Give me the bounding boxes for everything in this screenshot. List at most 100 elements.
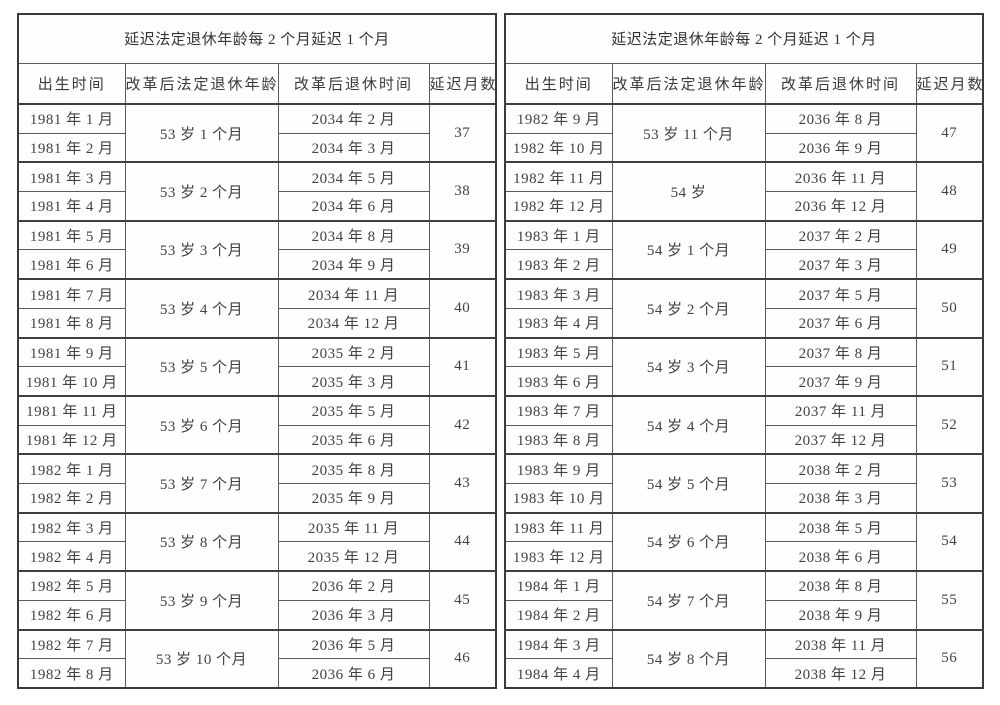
- birth-cell: 1984 年 4 月: [504, 658, 613, 689]
- age-cell: 54 岁 4 个月: [611, 395, 766, 455]
- delay-cell: 43: [428, 453, 497, 514]
- birth-cell: 1981 年 6 月: [17, 249, 126, 280]
- table-row: 1983 年 1 月 54 岁 1 个月 2037 年 2 月 49: [504, 220, 984, 280]
- delay-cell: 38: [428, 161, 497, 222]
- retirement-cell: 2035 年 6 月: [277, 424, 430, 455]
- table-row: 1983 年 10 月 2038 年 3 月: [504, 483, 983, 514]
- column-header-retirement: 改革后退休时间: [277, 62, 430, 105]
- table-title-row: 延迟法定退休年龄每 2 个月延迟 1 个月: [17, 13, 497, 64]
- row-group: 1983 年 9 月 54 岁 5 个月 2038 年 2 月 53 1983 年 10…: [504, 453, 984, 514]
- table-row: 1982 年 12 月 2036 年 12 月: [504, 191, 983, 222]
- retirement-cell: 2038 年 2 月: [764, 453, 917, 485]
- table-row: 1981 年 6 月 2034 年 9 月: [17, 249, 496, 280]
- age-cell: 54 岁 8 个月: [611, 629, 766, 689]
- age-cell: 53 岁 4 个月: [124, 278, 279, 339]
- retirement-cell: 2037 年 9 月: [764, 366, 917, 397]
- delay-cell: 39: [428, 220, 497, 280]
- age-cell: 54 岁 7 个月: [611, 570, 766, 631]
- table-row: 1982 年 3 月 53 岁 8 个月 2035 年 11 月 44: [17, 512, 497, 572]
- age-cell: 53 岁 3 个月: [124, 220, 279, 280]
- birth-cell: 1984 年 3 月: [504, 629, 613, 660]
- retirement-cell: 2036 年 6 月: [277, 658, 430, 689]
- table-title: 延迟法定退休年龄每 2 个月延迟 1 个月: [504, 13, 984, 64]
- birth-cell: 1983 年 10 月: [504, 483, 613, 514]
- birth-cell: 1983 年 9 月: [504, 453, 613, 485]
- table-row: 1983 年 5 月 54 岁 3 个月 2037 年 8 月 51: [504, 337, 984, 397]
- birth-cell: 1984 年 2 月: [504, 599, 613, 631]
- age-cell: 53 岁 7 个月: [124, 453, 279, 514]
- column-header-age: 改革后法定退休年龄: [124, 62, 279, 105]
- delay-cell: 46: [428, 629, 497, 689]
- age-cell: 53 岁 2 个月: [124, 161, 279, 222]
- row-group: 1984 年 3 月 54 岁 8 个月 2038 年 11 月 56 1984 年 4…: [504, 629, 984, 689]
- table-row: 1982 年 10 月 2036 年 9 月: [504, 132, 983, 163]
- birth-cell: 1982 年 4 月: [17, 541, 126, 572]
- retirement-cell: 2035 年 3 月: [277, 366, 430, 397]
- birth-cell: 1983 年 1 月: [504, 220, 613, 251]
- birth-cell: 1981 年 12 月: [17, 424, 126, 455]
- delay-cell: 54: [915, 512, 984, 572]
- table-row: 1981 年 7 月 53 岁 4 个月 2034 年 11 月 40: [17, 278, 497, 339]
- delay-cell: 53: [915, 453, 984, 514]
- table-header-row: 出生时间 改革后法定退休年龄 改革后退休时间 延迟月数: [504, 62, 984, 105]
- birth-cell: 1981 年 11 月: [17, 395, 126, 426]
- table-row: 1983 年 9 月 54 岁 5 个月 2038 年 2 月 53: [504, 453, 984, 514]
- table-row: 1982 年 5 月 53 岁 9 个月 2036 年 2 月 45: [17, 570, 497, 631]
- column-header-birth: 出生时间: [504, 62, 613, 105]
- retirement-cell: 2037 年 5 月: [764, 278, 917, 309]
- age-cell: 53 岁 1 个月: [124, 103, 279, 163]
- retirement-cell: 2036 年 12 月: [764, 191, 917, 222]
- birth-cell: 1982 年 7 月: [17, 629, 126, 660]
- birth-cell: 1982 年 6 月: [17, 599, 126, 631]
- table-row: 1983 年 12 月 2038 年 6 月: [504, 541, 983, 572]
- age-cell: 53 岁 5 个月: [124, 337, 279, 397]
- birth-cell: 1983 年 12 月: [504, 541, 613, 572]
- table-title-row: 延迟法定退休年龄每 2 个月延迟 1 个月: [504, 13, 984, 64]
- delay-cell: 45: [428, 570, 497, 631]
- row-group: 1983 年 7 月 54 岁 4 个月 2037 年 11 月 52 1983 年 8…: [504, 395, 984, 455]
- column-header-retirement: 改革后退休时间: [764, 62, 917, 105]
- row-group: 1982 年 7 月 53 岁 10 个月 2036 年 5 月 46 1982 年 8…: [17, 629, 497, 689]
- birth-cell: 1983 年 5 月: [504, 337, 613, 368]
- row-group: 1981 年 9 月 53 岁 5 个月 2035 年 2 月 41 1981 年 10…: [17, 337, 497, 397]
- retirement-cell: 2034 年 2 月: [277, 103, 430, 134]
- table-row: 1981 年 12 月 2035 年 6 月: [17, 424, 496, 455]
- retirement-cell: 2036 年 9 月: [764, 132, 917, 163]
- table-row: 1982 年 9 月 53 岁 11 个月 2036 年 8 月 47: [504, 103, 984, 163]
- row-group: 1982 年 3 月 53 岁 8 个月 2035 年 11 月 44 1982 年 4…: [17, 512, 497, 572]
- birth-cell: 1982 年 11 月: [504, 161, 613, 193]
- table-row: 1981 年 1 月 53 岁 1 个月 2034 年 2 月 37: [17, 103, 497, 163]
- retirement-cell: 2038 年 6 月: [764, 541, 917, 572]
- age-cell: 54 岁: [611, 161, 766, 222]
- table-row: 1984 年 3 月 54 岁 8 个月 2038 年 11 月 56: [504, 629, 984, 689]
- birth-cell: 1983 年 6 月: [504, 366, 613, 397]
- birth-cell: 1982 年 5 月: [17, 570, 126, 601]
- retirement-cell: 2037 年 2 月: [764, 220, 917, 251]
- table-row: 1984 年 1 月 54 岁 7 个月 2038 年 8 月 55: [504, 570, 984, 631]
- retirement-cell: 2035 年 9 月: [277, 483, 430, 514]
- delay-cell: 42: [428, 395, 497, 455]
- age-cell: 53 岁 8 个月: [124, 512, 279, 572]
- birth-cell: 1983 年 7 月: [504, 395, 613, 426]
- row-group: 1984 年 1 月 54 岁 7 个月 2038 年 8 月 55 1984 年 2 …: [504, 570, 984, 631]
- retirement-cell: 2036 年 11 月: [764, 161, 917, 193]
- row-group: 1981 年 1 月 53 岁 1 个月 2034 年 2 月 37 1981 年 2 …: [17, 103, 497, 163]
- birth-cell: 1982 年 12 月: [504, 191, 613, 222]
- table-row: 1981 年 3 月 53 岁 2 个月 2034 年 5 月 38: [17, 161, 497, 222]
- retirement-cell: 2038 年 12 月: [764, 658, 917, 689]
- retirement-cell: 2037 年 12 月: [764, 424, 917, 455]
- birth-cell: 1981 年 8 月: [17, 307, 126, 339]
- retirement-cell: 2037 年 6 月: [764, 307, 917, 339]
- row-group: 1983 年 3 月 54 岁 2 个月 2037 年 5 月 50 1983 年 4 …: [504, 278, 984, 339]
- retirement-cell: 2034 年 8 月: [277, 220, 430, 251]
- row-group: 1982 年 9 月 53 岁 11 个月 2036 年 8 月 47 1982 年 1…: [504, 103, 984, 163]
- retirement-cell: 2038 年 8 月: [764, 570, 917, 601]
- retirement-table-right: 延迟法定退休年龄每 2 个月延迟 1 个月 出生时间 改革后法定退休年龄 改革后…: [504, 13, 985, 689]
- table-row: 1983 年 4 月 2037 年 6 月: [504, 307, 983, 339]
- table-row: 1983 年 3 月 54 岁 2 个月 2037 年 5 月 50: [504, 278, 984, 339]
- row-group: 1983 年 1 月 54 岁 1 个月 2037 年 2 月 49 1983 年 2 …: [504, 220, 984, 280]
- birth-cell: 1981 年 10 月: [17, 366, 126, 397]
- table-row: 1983 年 2 月 2037 年 3 月: [504, 249, 983, 280]
- table-row: 1981 年 10 月 2035 年 3 月: [17, 366, 496, 397]
